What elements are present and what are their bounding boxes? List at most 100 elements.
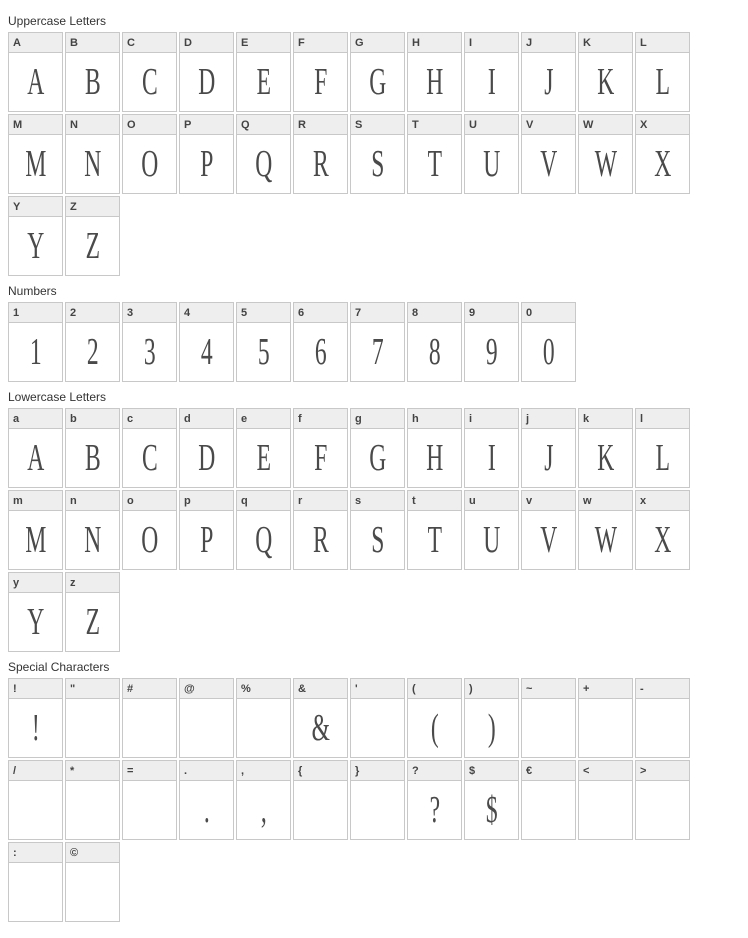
glyph-cell: FF	[293, 32, 348, 112]
glyph-cell-label: ©	[66, 843, 119, 863]
glyph-cell: HH	[407, 32, 462, 112]
glyph-cell: PP	[179, 114, 234, 194]
glyph-cell-label: <	[579, 761, 632, 781]
glyph-cell-glyph: 1	[19, 323, 52, 381]
glyph-cell-glyph: 2	[76, 323, 109, 381]
glyph-cell: dD	[179, 408, 234, 488]
glyph-cell: 99	[464, 302, 519, 382]
glyph-cell-label: !	[9, 679, 62, 699]
glyph-cell-label: C	[123, 33, 176, 53]
glyph-cell-glyph	[646, 699, 679, 757]
glyph-cell-glyph: E	[247, 429, 280, 487]
glyph-cell: @	[179, 678, 234, 758]
glyph-cell-glyph: P	[190, 511, 223, 569]
glyph-cell-label: =	[123, 761, 176, 781]
glyph-cell-glyph: S	[361, 511, 394, 569]
glyph-cell-glyph: Y	[19, 593, 52, 651]
glyph-cell: 22	[65, 302, 120, 382]
glyph-cell-glyph: T	[418, 511, 451, 569]
glyph-cell: sS	[350, 490, 405, 570]
glyph-cell: tT	[407, 490, 462, 570]
glyph-cell-label: H	[408, 33, 461, 53]
glyph-cell: wW	[578, 490, 633, 570]
glyph-cell-label: F	[294, 33, 347, 53]
glyph-cell-glyph	[19, 781, 52, 839]
glyph-cell-glyph: 0	[532, 323, 565, 381]
glyph-cell-label: 5	[237, 303, 290, 323]
font-character-map: Uppercase LettersAABBCCDDEEFFGGHHIIJJKKL…	[8, 14, 740, 922]
glyph-cell-glyph: )	[475, 699, 508, 757]
glyph-cell: qQ	[236, 490, 291, 570]
glyph-cell-glyph: V	[532, 511, 565, 569]
glyph-cell-label: p	[180, 491, 233, 511]
glyph-cell-glyph: F	[304, 429, 337, 487]
glyph-cell: rR	[293, 490, 348, 570]
glyph-cell-label: d	[180, 409, 233, 429]
glyph-cell-label: A	[9, 33, 62, 53]
glyph-cell-label: y	[9, 573, 62, 593]
glyph-cell-label: U	[465, 115, 518, 135]
glyph-cell: mM	[8, 490, 63, 570]
glyph-cell-glyph: 3	[133, 323, 166, 381]
glyph-cell-glyph: ?	[418, 781, 451, 839]
glyph-cell-label: N	[66, 115, 119, 135]
glyph-cell: QQ	[236, 114, 291, 194]
glyph-cell-glyph	[589, 699, 622, 757]
glyph-cell-label: I	[465, 33, 518, 53]
glyph-cell-glyph: R	[304, 135, 337, 193]
glyph-cell-label: 6	[294, 303, 347, 323]
glyph-cell-label: x	[636, 491, 689, 511]
grid-special: !!"#@%&&'(())~+-/*=..,,{}??$$€<>:©	[8, 678, 740, 922]
glyph-cell-label: k	[579, 409, 632, 429]
glyph-cell: ©	[65, 842, 120, 922]
glyph-cell: GG	[350, 32, 405, 112]
glyph-cell: 88	[407, 302, 462, 382]
glyph-cell-label: }	[351, 761, 404, 781]
glyph-cell-label: K	[579, 33, 632, 53]
glyph-cell: {	[293, 760, 348, 840]
glyph-cell-label: g	[351, 409, 404, 429]
glyph-cell-label: X	[636, 115, 689, 135]
glyph-cell-label: u	[465, 491, 518, 511]
glyph-cell-glyph	[133, 699, 166, 757]
glyph-cell-label: b	[66, 409, 119, 429]
glyph-cell-label: 1	[9, 303, 62, 323]
section-title-uppercase: Uppercase Letters	[8, 14, 740, 28]
glyph-cell-glyph: M	[19, 135, 52, 193]
glyph-cell-glyph: L	[646, 429, 679, 487]
glyph-cell: YY	[8, 196, 63, 276]
glyph-cell: nN	[65, 490, 120, 570]
glyph-cell-glyph: J	[532, 53, 565, 111]
glyph-cell: JJ	[521, 32, 576, 112]
glyph-cell: gG	[350, 408, 405, 488]
glyph-cell-glyph: $	[475, 781, 508, 839]
glyph-cell-glyph	[589, 781, 622, 839]
glyph-cell-glyph: Q	[247, 135, 280, 193]
glyph-cell: xX	[635, 490, 690, 570]
glyph-cell: "	[65, 678, 120, 758]
glyph-cell-glyph: Q	[247, 511, 280, 569]
glyph-cell-glyph: 9	[475, 323, 508, 381]
section-title-lowercase: Lowercase Letters	[8, 390, 740, 404]
glyph-cell-label: P	[180, 115, 233, 135]
glyph-cell-label: @	[180, 679, 233, 699]
grid-numbers: 11223344556677889900	[8, 302, 740, 382]
glyph-cell-label: )	[465, 679, 518, 699]
glyph-cell-glyph: Z	[76, 593, 109, 651]
glyph-cell-label: o	[123, 491, 176, 511]
glyph-cell: OO	[122, 114, 177, 194]
glyph-cell-label: i	[465, 409, 518, 429]
glyph-cell-glyph: T	[418, 135, 451, 193]
glyph-cell: UU	[464, 114, 519, 194]
glyph-cell-label: {	[294, 761, 347, 781]
glyph-cell-glyph: G	[361, 429, 394, 487]
glyph-cell-glyph	[646, 781, 679, 839]
glyph-cell: aA	[8, 408, 63, 488]
glyph-cell: NN	[65, 114, 120, 194]
glyph-cell: 11	[8, 302, 63, 382]
glyph-cell: !!	[8, 678, 63, 758]
glyph-cell: 66	[293, 302, 348, 382]
glyph-cell-glyph: F	[304, 53, 337, 111]
glyph-cell: TT	[407, 114, 462, 194]
glyph-cell: SS	[350, 114, 405, 194]
